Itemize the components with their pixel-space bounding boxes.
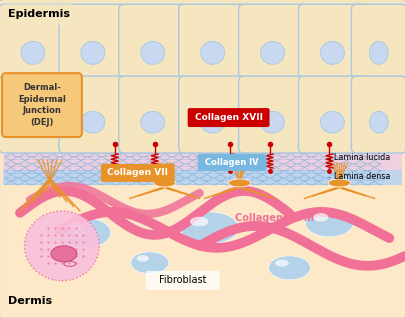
Ellipse shape	[305, 209, 352, 237]
Text: Lamina densa: Lamina densa	[334, 172, 390, 182]
Ellipse shape	[228, 179, 250, 187]
Ellipse shape	[141, 111, 164, 133]
Bar	[3, 170, 401, 185]
Ellipse shape	[260, 111, 284, 133]
Ellipse shape	[369, 111, 387, 133]
FancyBboxPatch shape	[2, 73, 82, 137]
FancyBboxPatch shape	[4, 291, 58, 312]
FancyBboxPatch shape	[351, 76, 405, 153]
FancyBboxPatch shape	[178, 76, 246, 153]
FancyBboxPatch shape	[0, 76, 67, 153]
Ellipse shape	[328, 179, 350, 187]
FancyBboxPatch shape	[145, 271, 219, 290]
FancyBboxPatch shape	[197, 154, 266, 171]
Ellipse shape	[136, 255, 149, 262]
Ellipse shape	[153, 179, 175, 187]
FancyBboxPatch shape	[298, 76, 365, 153]
Text: Fibroblast: Fibroblast	[158, 275, 206, 285]
Text: Collagen IV: Collagen IV	[204, 158, 258, 167]
FancyBboxPatch shape	[119, 76, 186, 153]
Ellipse shape	[24, 211, 99, 281]
Bar	[3, 0, 401, 150]
FancyBboxPatch shape	[298, 4, 365, 85]
Ellipse shape	[190, 217, 208, 226]
Text: Collagen VII: Collagen VII	[107, 169, 168, 177]
Ellipse shape	[81, 111, 104, 133]
Text: Collagens I+III: Collagens I+III	[234, 213, 313, 223]
FancyBboxPatch shape	[0, 4, 67, 85]
Ellipse shape	[141, 41, 164, 64]
FancyBboxPatch shape	[238, 76, 306, 153]
Ellipse shape	[59, 218, 111, 248]
Ellipse shape	[130, 252, 168, 274]
FancyBboxPatch shape	[351, 4, 405, 85]
FancyBboxPatch shape	[100, 164, 174, 182]
Ellipse shape	[312, 213, 328, 222]
FancyBboxPatch shape	[178, 4, 246, 85]
Ellipse shape	[180, 212, 238, 244]
Ellipse shape	[369, 41, 387, 64]
Ellipse shape	[260, 41, 284, 64]
Ellipse shape	[320, 41, 343, 64]
Ellipse shape	[51, 246, 77, 262]
FancyBboxPatch shape	[119, 4, 186, 85]
Ellipse shape	[200, 41, 224, 64]
Bar	[3, 150, 401, 170]
Ellipse shape	[200, 111, 224, 133]
FancyBboxPatch shape	[238, 4, 306, 85]
FancyBboxPatch shape	[187, 108, 269, 127]
FancyBboxPatch shape	[4, 4, 72, 25]
Ellipse shape	[81, 41, 104, 64]
FancyBboxPatch shape	[59, 76, 126, 153]
Bar	[3, 185, 401, 315]
Text: Dermal-
Epidermal
Junction
(DEJ): Dermal- Epidermal Junction (DEJ)	[18, 83, 66, 127]
Ellipse shape	[320, 111, 343, 133]
Text: Epidermis: Epidermis	[8, 9, 70, 19]
Ellipse shape	[21, 111, 45, 133]
Ellipse shape	[268, 256, 310, 280]
Ellipse shape	[67, 222, 83, 232]
FancyBboxPatch shape	[59, 4, 126, 85]
Ellipse shape	[21, 41, 45, 64]
Text: Dermis: Dermis	[8, 296, 52, 306]
Text: Lamina lucida: Lamina lucida	[334, 153, 390, 162]
Ellipse shape	[275, 259, 288, 266]
Text: Collagen XVII: Collagen XVII	[194, 113, 262, 122]
